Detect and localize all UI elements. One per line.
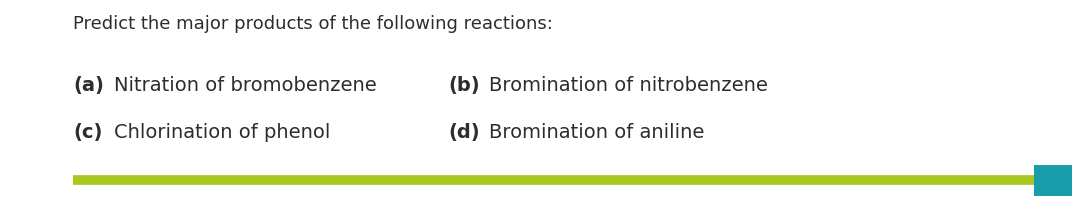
Text: (a): (a) xyxy=(73,76,105,95)
Text: (b): (b) xyxy=(448,76,480,95)
Text: Predict the major products of the following reactions:: Predict the major products of the follow… xyxy=(73,15,553,33)
Text: Nitration of bromobenzene: Nitration of bromobenzene xyxy=(114,76,377,95)
FancyBboxPatch shape xyxy=(1034,165,1072,196)
Text: Bromination of aniline: Bromination of aniline xyxy=(489,123,704,142)
Text: (c): (c) xyxy=(73,123,103,142)
Text: Bromination of nitrobenzene: Bromination of nitrobenzene xyxy=(489,76,768,95)
Text: (d): (d) xyxy=(448,123,480,142)
Text: Chlorination of phenol: Chlorination of phenol xyxy=(114,123,330,142)
